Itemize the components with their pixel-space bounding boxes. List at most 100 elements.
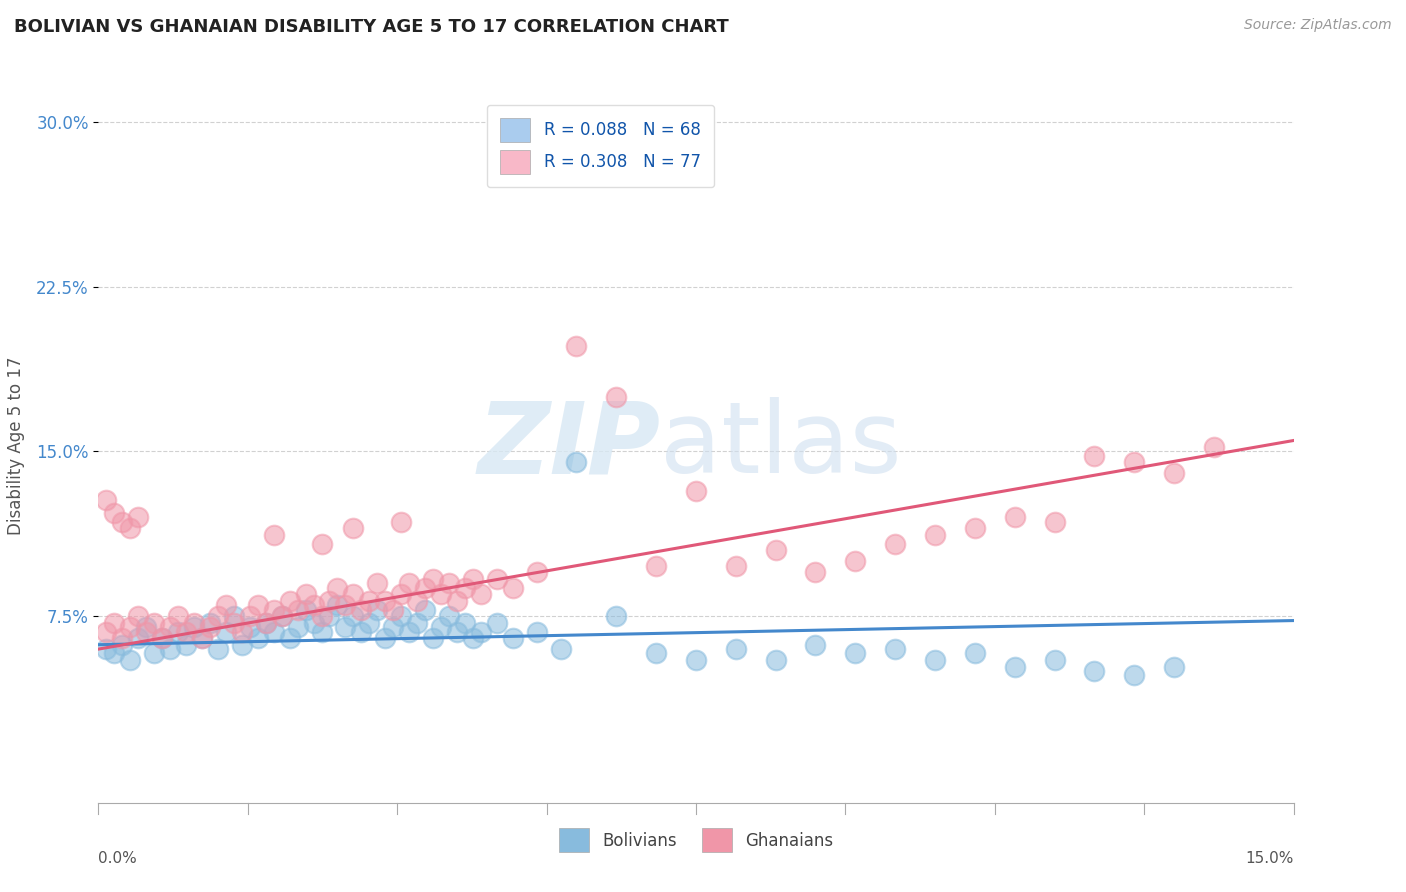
Point (103, 506, 125, 520)
Point (502, 581, 524, 595)
Point (135, 620, 157, 634)
Point (963, 521, 986, 535)
Point (884, 537, 907, 551)
Point (246, 598, 269, 612)
Point (374, 594, 396, 608)
Point (422, 631, 444, 645)
Point (287, 620, 309, 634)
Point (207, 609, 229, 624)
Point (111, 515, 134, 529)
Point (167, 609, 190, 624)
Point (174, 624, 197, 639)
Point (263, 624, 285, 639)
Point (685, 483, 707, 498)
Point (804, 638, 827, 652)
Y-axis label: Disability Age 5 to 17: Disability Age 5 to 17 (7, 357, 25, 535)
Point (454, 615, 477, 630)
Point (254, 615, 277, 630)
Point (1004, 510, 1026, 524)
Point (413, 602, 436, 616)
Point (174, 638, 197, 652)
Point (470, 624, 492, 639)
Point (422, 572, 444, 586)
Point (231, 624, 253, 639)
Text: 15.0%: 15.0% (1246, 851, 1294, 866)
Text: Source: ZipAtlas.com: Source: ZipAtlas.com (1244, 18, 1392, 32)
Point (335, 620, 357, 634)
Point (239, 609, 262, 624)
Legend: Bolivians, Ghanaians: Bolivians, Ghanaians (553, 822, 839, 859)
Point (254, 615, 277, 630)
Point (198, 620, 221, 634)
Point (765, 543, 787, 558)
Point (311, 609, 333, 624)
Point (191, 631, 214, 645)
Point (96, 624, 118, 639)
Point (335, 598, 357, 612)
Point (804, 566, 827, 580)
Point (294, 587, 316, 601)
Text: ZIP: ZIP (477, 398, 661, 494)
Point (550, 642, 572, 657)
Point (844, 647, 866, 661)
Point (120, 620, 142, 634)
Point (215, 598, 238, 612)
Point (111, 631, 134, 645)
Text: 0.0%: 0.0% (98, 851, 138, 866)
Point (326, 598, 349, 612)
Point (437, 609, 460, 624)
Point (246, 631, 269, 645)
Point (127, 631, 149, 645)
Point (135, 624, 157, 639)
Point (120, 521, 142, 535)
Point (526, 624, 548, 639)
Point (461, 572, 484, 586)
Point (287, 602, 309, 616)
Point (1043, 515, 1066, 529)
Point (389, 609, 412, 624)
Point (215, 624, 238, 639)
Point (342, 587, 364, 601)
Point (270, 609, 292, 624)
Point (359, 594, 381, 608)
Point (111, 638, 134, 652)
Point (120, 653, 142, 667)
Point (183, 620, 205, 634)
Point (645, 558, 668, 573)
Point (167, 624, 190, 639)
Point (485, 615, 508, 630)
Point (526, 566, 548, 580)
Point (366, 576, 388, 591)
Point (398, 576, 420, 591)
Point (605, 390, 627, 404)
Point (844, 554, 866, 568)
Point (1083, 449, 1105, 463)
Point (446, 594, 468, 608)
Point (103, 615, 125, 630)
Point (446, 624, 468, 639)
Point (342, 609, 364, 624)
Text: atlas: atlas (661, 398, 901, 494)
Point (437, 576, 460, 591)
Point (924, 528, 946, 542)
Point (231, 638, 253, 652)
Point (406, 594, 429, 608)
Point (318, 609, 340, 624)
Point (406, 615, 429, 630)
Point (143, 615, 166, 630)
Point (565, 455, 588, 469)
Point (454, 581, 477, 595)
Point (222, 615, 245, 630)
Point (1123, 455, 1146, 469)
Point (398, 624, 420, 639)
Point (1163, 467, 1185, 481)
Point (413, 581, 436, 595)
Point (382, 620, 405, 634)
Point (924, 653, 946, 667)
Point (311, 537, 333, 551)
Point (1123, 668, 1146, 682)
Point (350, 602, 373, 616)
Point (1083, 664, 1105, 678)
Point (150, 631, 173, 645)
Point (1202, 440, 1225, 454)
